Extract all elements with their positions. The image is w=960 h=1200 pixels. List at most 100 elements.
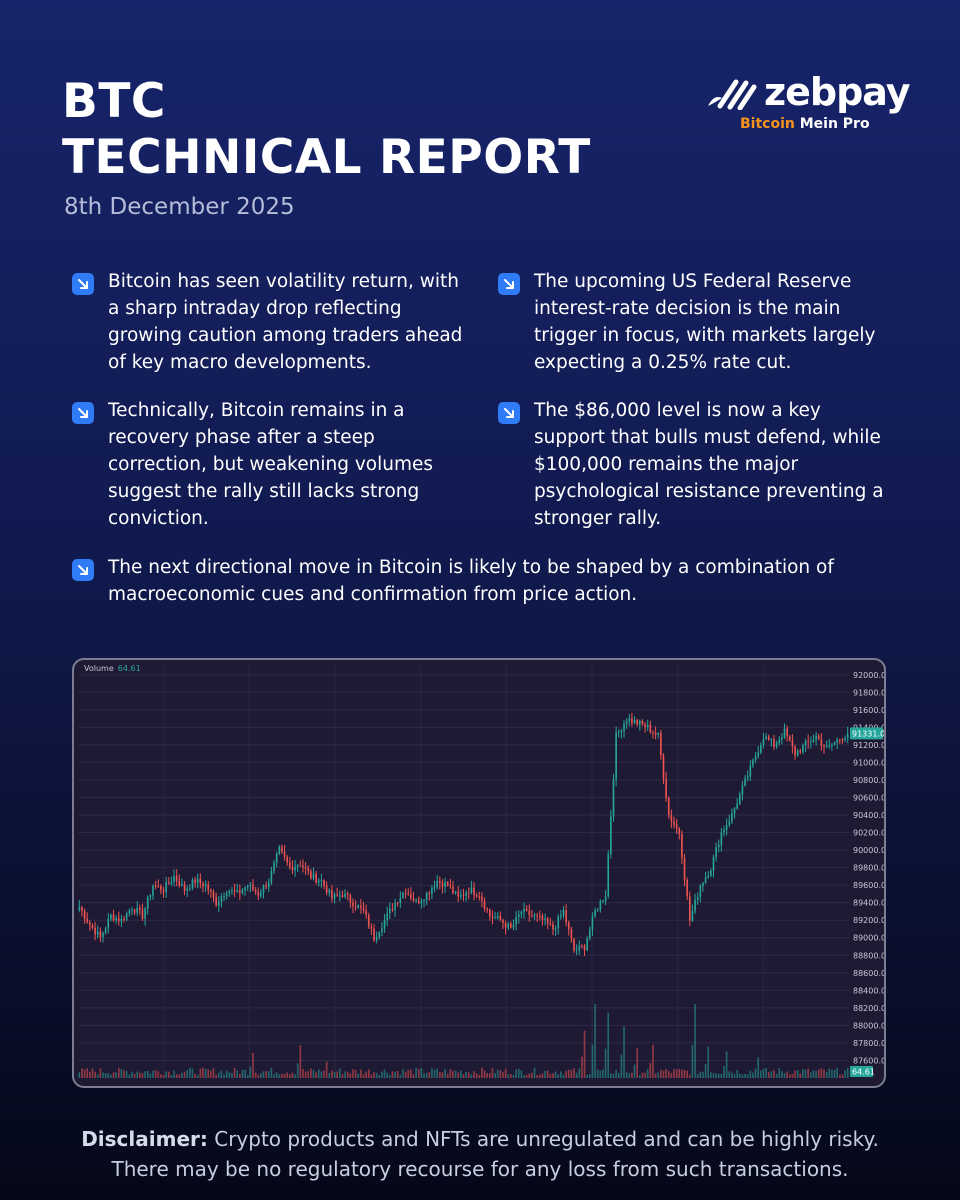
candle-body — [173, 876, 175, 882]
candle-body — [536, 915, 538, 917]
candle-body — [560, 915, 562, 917]
candle-body — [502, 919, 504, 924]
volume-bar — [86, 1068, 89, 1078]
volume-bar — [339, 1068, 341, 1078]
volume-bar — [496, 1069, 499, 1078]
candle-body — [699, 885, 702, 898]
volume-bar — [470, 1074, 473, 1078]
volume-bar — [312, 1070, 315, 1078]
volume-bar — [112, 1072, 115, 1078]
volume-bar — [475, 1073, 478, 1078]
candle-body — [620, 731, 623, 733]
candle-body — [581, 945, 583, 947]
volume-bar — [315, 1072, 317, 1078]
bullet-text: The $86,000 level is now a key support t… — [534, 400, 884, 529]
candle-body — [94, 927, 96, 935]
volume-bar — [215, 1074, 217, 1078]
volume-bar — [515, 1069, 517, 1078]
volume-bar — [688, 1074, 691, 1078]
candle-body — [752, 760, 754, 766]
y-tick-label: 90800.0 — [853, 776, 884, 785]
candle-body — [296, 865, 299, 867]
candle-body — [320, 880, 323, 882]
candle-body — [233, 890, 236, 892]
volume-bar — [386, 1072, 389, 1078]
volume-bar — [454, 1070, 457, 1078]
brand-tagline-rest: Mein Pro — [794, 116, 870, 132]
candle-body — [828, 745, 831, 747]
candle-body — [515, 917, 517, 925]
volume-bar — [391, 1071, 394, 1078]
volume-bar — [396, 1070, 399, 1078]
candle-body — [523, 908, 525, 912]
candle-body — [486, 908, 488, 910]
volume-bar — [728, 1071, 731, 1078]
candle-body — [146, 896, 149, 909]
volume-bar — [178, 1074, 181, 1078]
volume-bar — [512, 1074, 515, 1078]
volume-bar — [281, 1073, 283, 1078]
candle-body — [475, 895, 478, 897]
volume-bar — [241, 1069, 244, 1078]
candle-body — [544, 918, 546, 920]
volume-bar — [831, 1069, 833, 1078]
y-tick-label: 91800.0 — [853, 688, 884, 697]
volume-bar — [531, 1072, 533, 1078]
volume-bar — [267, 1071, 270, 1078]
candle-body — [465, 892, 467, 896]
candle-body — [652, 732, 654, 734]
candle-body — [391, 908, 394, 910]
volume-bar — [139, 1072, 141, 1078]
volume-bar — [549, 1074, 552, 1078]
candle-body — [265, 885, 267, 887]
volume-bar — [596, 1069, 599, 1078]
bullet-next-move: The next directional move in Bitcoin is … — [72, 554, 862, 608]
volume-bar — [336, 1071, 339, 1078]
volume-bar — [341, 1074, 344, 1078]
volume-bar — [828, 1068, 831, 1078]
candle-body — [128, 910, 131, 914]
candle-body — [396, 902, 399, 904]
candle-body — [757, 752, 760, 757]
volume-bar — [615, 1070, 617, 1078]
volume-bar — [536, 1074, 538, 1078]
candle-body — [741, 785, 744, 795]
volume-bar — [212, 1068, 215, 1078]
candle-body — [257, 892, 260, 896]
volume-bar — [599, 1070, 602, 1078]
candle-body — [481, 896, 483, 901]
brand-tagline-accent: Bitcoin — [740, 116, 795, 132]
volume-bar — [249, 1066, 252, 1078]
candle-body — [83, 910, 86, 919]
volume-bar — [246, 1074, 249, 1078]
candle-body — [794, 746, 796, 756]
volume-bar — [225, 1070, 228, 1078]
candle-body — [436, 880, 439, 888]
candle-body — [707, 875, 710, 878]
volume-bar — [699, 1071, 702, 1078]
volume-bar — [502, 1072, 504, 1078]
volume-bar — [449, 1069, 452, 1078]
volume-bar — [265, 1071, 267, 1078]
volume-bar — [736, 1069, 738, 1078]
volume-bar — [81, 1068, 83, 1078]
candle-body — [378, 932, 381, 938]
volume-bar — [202, 1067, 204, 1078]
candle-body — [102, 932, 104, 938]
candle-body — [552, 924, 554, 930]
candle-body — [631, 718, 633, 723]
volume-bar — [189, 1067, 191, 1078]
volume-bar — [286, 1072, 289, 1078]
volume-bar — [717, 1073, 720, 1078]
volume-bar — [394, 1071, 396, 1078]
candle-body — [573, 938, 575, 951]
volume-legend-label: Volume — [84, 664, 114, 673]
candle-body — [152, 885, 154, 896]
candle-body — [399, 897, 402, 903]
volume-bar — [844, 1070, 846, 1078]
volume-bar — [149, 1073, 152, 1078]
volume-bar — [823, 1069, 825, 1078]
volume-bar — [207, 1069, 210, 1078]
y-tick-label: 89000.0 — [853, 934, 884, 943]
volume-bar — [228, 1072, 231, 1078]
